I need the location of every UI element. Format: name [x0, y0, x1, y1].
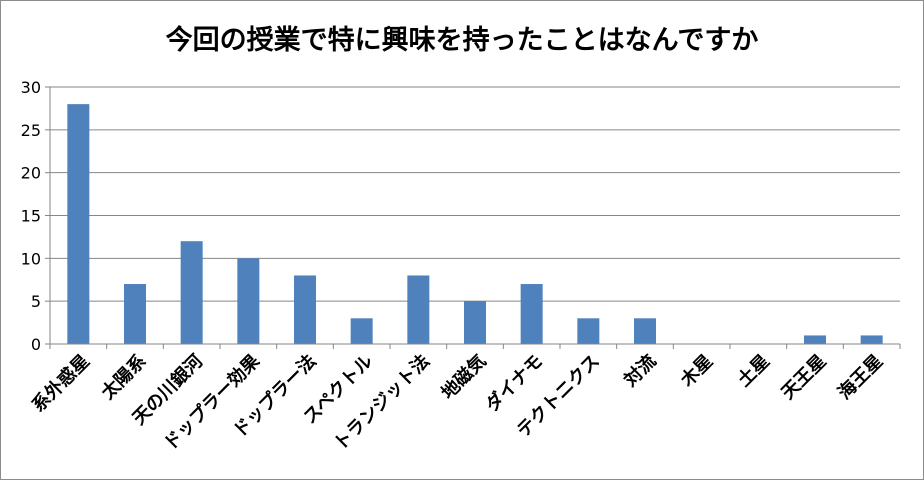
- y-tick-label: 0: [31, 335, 41, 354]
- chart-title: 今回の授業で特に興味を持ったことはなんですか: [165, 25, 759, 56]
- y-tick-labels: 0 5 10 15 20 25 30: [21, 78, 41, 354]
- bar: [407, 275, 430, 344]
- y-tick-label: 25: [21, 121, 41, 140]
- y-tick-label: 5: [31, 292, 41, 311]
- y-tick-label: 15: [21, 207, 41, 226]
- y-tick-label: 30: [21, 78, 41, 97]
- bar: [634, 318, 656, 344]
- x-tick-label: 太陽系: [97, 350, 151, 404]
- y-tick-label: 10: [21, 249, 41, 268]
- x-tick-label: 土星: [734, 351, 774, 391]
- x-tick-label: 地磁気: [437, 350, 491, 404]
- bar-layer: [67, 104, 883, 344]
- bar: [180, 241, 203, 344]
- x-tick-label: トランジット法: [329, 350, 434, 455]
- bar: [294, 275, 316, 344]
- x-tick-label: 天王星: [778, 351, 831, 404]
- x-tick-label: ドップラー効果: [159, 349, 264, 454]
- bar: [464, 301, 486, 344]
- axis-layer: [49, 87, 900, 345]
- bar: [124, 284, 146, 344]
- bar: [577, 318, 600, 344]
- bar: [804, 335, 826, 344]
- bar: [350, 318, 373, 344]
- y-tick-label: 20: [21, 164, 41, 183]
- x-tick-label: 海王星: [833, 350, 887, 404]
- bar: [67, 104, 90, 344]
- bar: [237, 258, 260, 344]
- bar: [860, 335, 883, 344]
- x-tick-label: 系外惑星: [27, 350, 93, 416]
- x-tick-label: 木星: [675, 350, 717, 392]
- x-tick-label: 対流: [619, 350, 661, 392]
- bar: [520, 284, 543, 344]
